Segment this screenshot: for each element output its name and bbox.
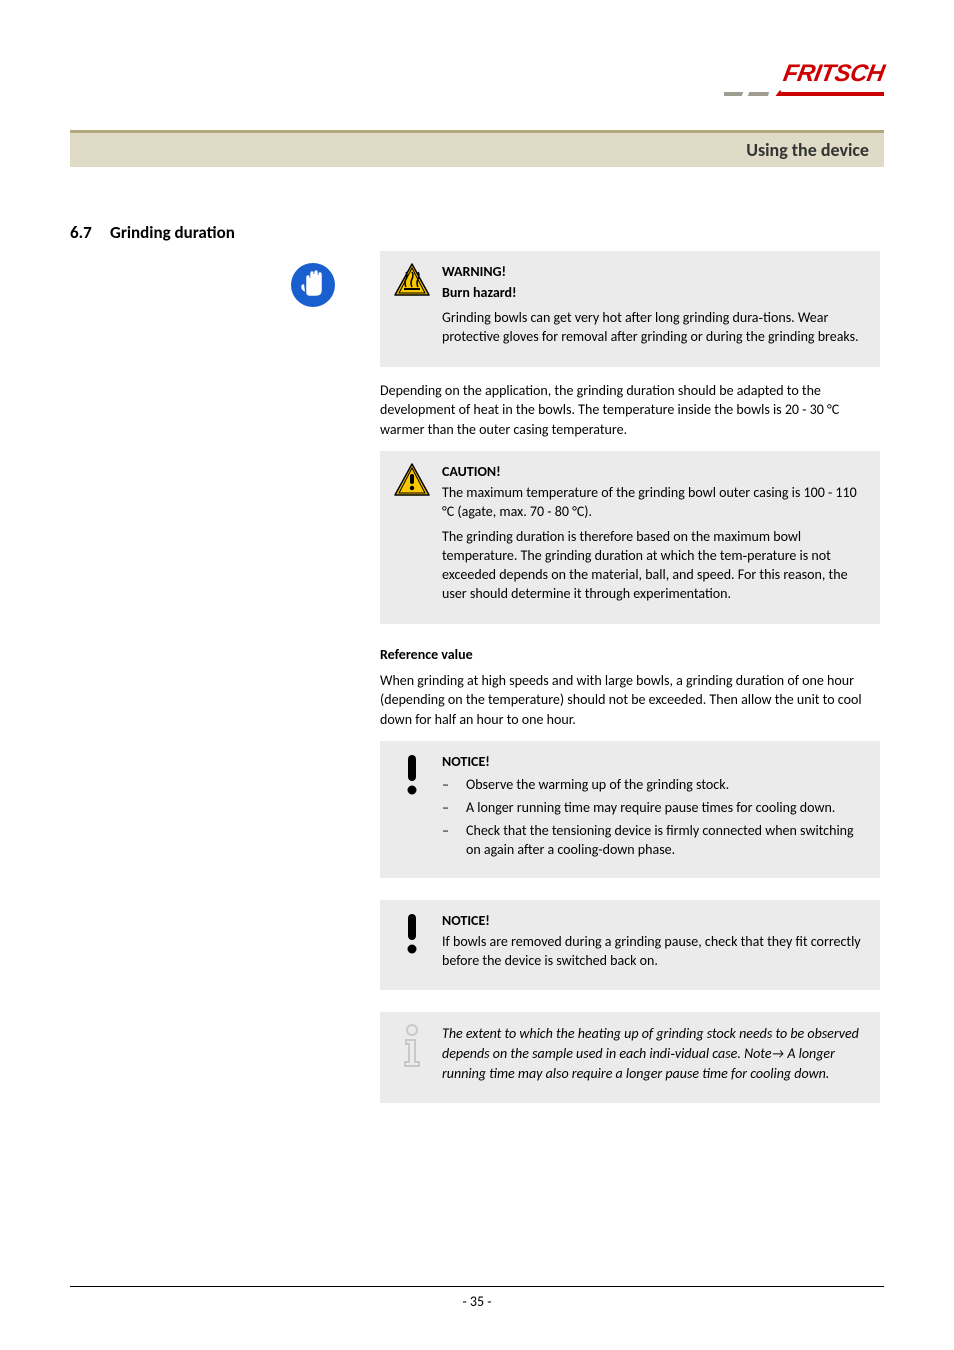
page-number: - 35 -	[462, 1293, 491, 1310]
header-bar: Using the device	[70, 130, 884, 167]
reference-heading: Reference value	[380, 646, 880, 663]
notice-callout-2: NOTICE! If bowls are removed during a gr…	[380, 900, 880, 991]
notice-callout-1: NOTICE! –Observe the warming up of the g…	[380, 741, 880, 877]
header-title: Using the device	[746, 139, 869, 161]
reference-text: When grinding at high speeds and with la…	[380, 671, 880, 730]
warning-callout: WARNING! Burn hazard! Grinding bowls can…	[380, 251, 880, 367]
notice1-list: –Observe the warming up of the grinding …	[442, 776, 866, 860]
exclamation-icon	[394, 912, 430, 977]
section-number: 6.7	[70, 222, 110, 243]
warning-subtitle: Burn hazard!	[442, 284, 866, 303]
exclamation-icon	[394, 753, 430, 863]
caution-callout: CAUTION! The maximum temperature of the …	[380, 451, 880, 623]
section-heading: 6.7 Grinding duration	[70, 222, 884, 243]
section-title: Grinding duration	[110, 222, 235, 243]
body-paragraph: Depending on the application, the grindi…	[380, 381, 880, 440]
info-text: The extent to which the heating up of gr…	[442, 1024, 866, 1083]
list-item: –Check that the tensioning device is fir…	[442, 822, 866, 860]
warning-title: WARNING!	[442, 263, 866, 282]
content-column: WARNING! Burn hazard! Grinding bowls can…	[380, 251, 880, 1103]
brand-name: FRITSCH	[722, 60, 887, 88]
caution-text-1: The maximum temperature of the grinding …	[442, 484, 866, 522]
list-item: –A longer running time may require pause…	[442, 799, 866, 818]
brand-logo: FRITSCH	[724, 60, 884, 96]
caution-text-2: The grinding duration is therefore based…	[442, 528, 866, 604]
page-footer: - 35 -	[70, 1286, 884, 1310]
notice2-text: If bowls are removed during a grinding p…	[442, 933, 866, 971]
warning-text: Grinding bowls can get very hot after lo…	[442, 309, 866, 347]
hot-surface-warning-icon	[394, 263, 430, 353]
brand-underline-icon	[724, 90, 884, 96]
general-warning-icon	[394, 463, 430, 609]
caution-title: CAUTION!	[442, 463, 866, 482]
list-item: –Observe the warming up of the grinding …	[442, 776, 866, 795]
notice2-title: NOTICE!	[442, 912, 866, 931]
glove-mandatory-icon	[290, 262, 336, 308]
info-icon	[394, 1024, 430, 1089]
notice1-title: NOTICE!	[442, 753, 866, 772]
info-callout: The extent to which the heating up of gr…	[380, 1012, 880, 1103]
page: FRITSCH Using the device 6.7 Grinding du…	[0, 0, 954, 1350]
